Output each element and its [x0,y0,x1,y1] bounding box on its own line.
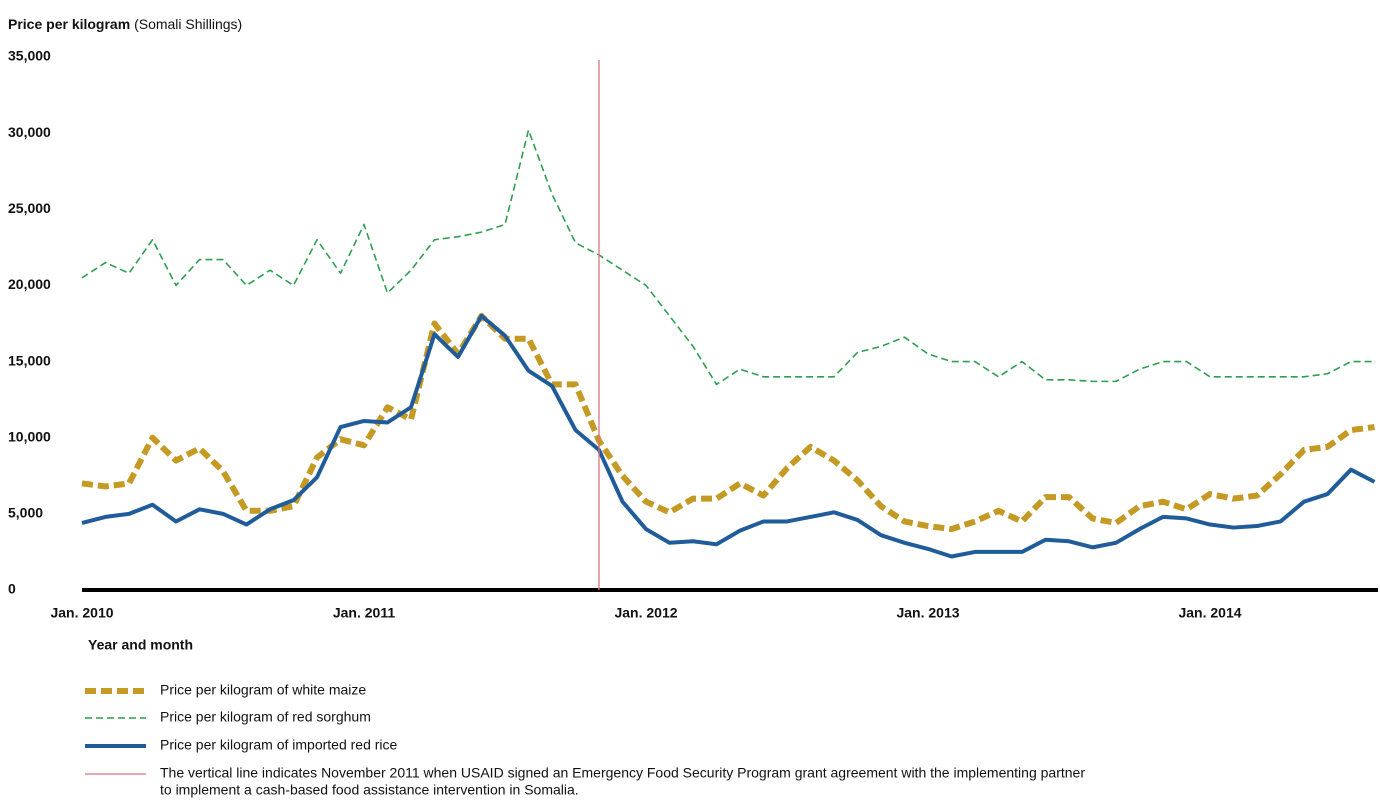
series-line [81,129,1375,386]
title-unit: (Somali Shillings) [134,16,242,32]
y-tick-label: 5,000 [8,505,43,521]
y-tick-label: 20,000 [8,276,51,292]
x-axis-label: Year and month [88,637,193,653]
x-tick-label: Jan. 2010 [50,605,113,621]
y-tick-label: 15,000 [8,352,51,368]
x-tick-label: Jan. 2014 [1178,605,1241,621]
chart-title: Price per kilogram (Somali Shillings) [8,16,242,32]
x-tick-label: Jan. 2013 [896,605,959,621]
series-line [81,312,1375,533]
y-tick-label: 30,000 [8,124,51,140]
legend-label: Price per kilogram of white maize [160,682,366,698]
vline-note: to implement a cash-based food assistanc… [160,782,579,798]
y-tick-label: 10,000 [8,428,51,444]
x-tick-label: Jan. 2011 [333,605,395,621]
y-tick-label: 35,000 [8,48,51,64]
x-tick-label: Jan. 2012 [614,605,677,621]
y-tick-label: 0 [8,581,16,597]
series-line [81,313,1376,559]
legend-label: Price per kilogram of red sorghum [160,709,371,725]
title: Price per kilogram [8,16,130,32]
legend-label: Price per kilogram of imported red rice [160,737,398,753]
y-tick-label: 25,000 [8,200,51,216]
vline-note: The vertical line indicates November 201… [160,765,1085,781]
